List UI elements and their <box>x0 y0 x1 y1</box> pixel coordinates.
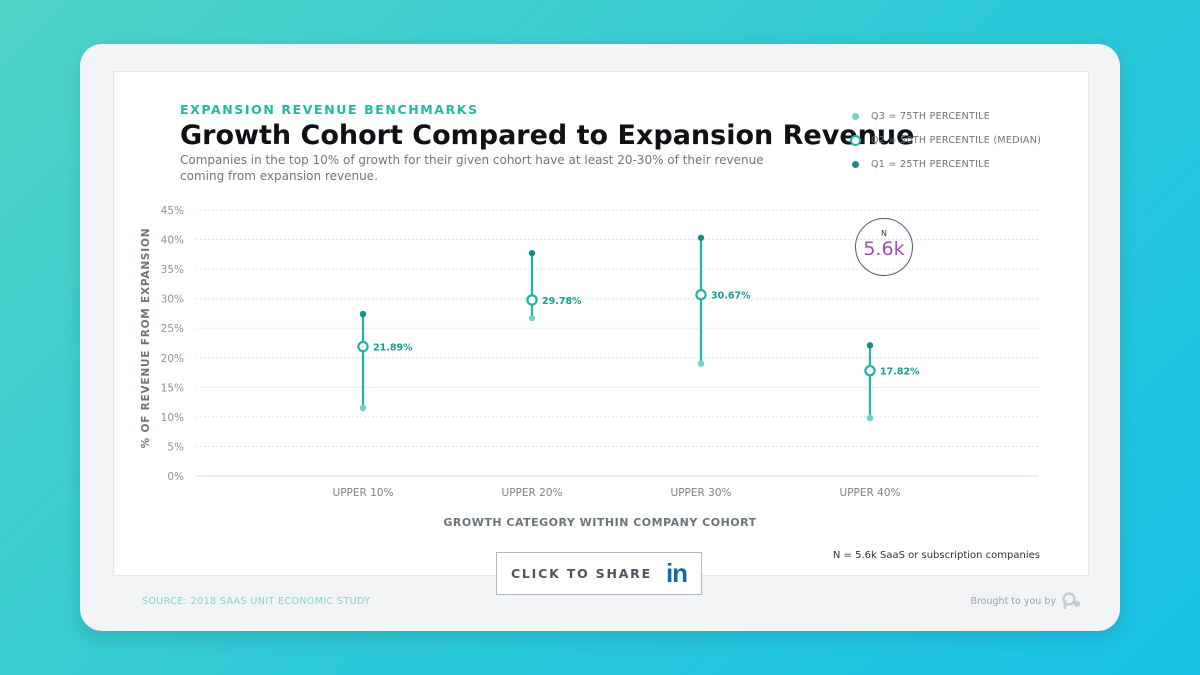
y-tick-label: 10% <box>161 412 184 424</box>
chart-subtitle: Companies in the top 10% of growth for t… <box>180 153 764 183</box>
x-tick-label: UPPER 40% <box>840 487 901 499</box>
legend-item-q3: Q3 = 75TH PERCENTILE <box>850 104 1041 128</box>
legend-label-q2: Q2 = 50TH PERCENTILE (MEDIAN) <box>871 134 1042 146</box>
median-data-label: 30.67% <box>711 291 751 302</box>
linkedin-icon: in <box>665 558 688 588</box>
x-tick-label: UPPER 20% <box>502 487 563 499</box>
range-chart: 0% 5% 10% 15% 20% 25% 30% 35% 40% 45% UPPER 10% UPP… <box>140 205 1039 529</box>
legend-item-q1: Q1 = 25TH PERCENTILE <box>850 152 1041 176</box>
q3-point <box>528 314 536 322</box>
q3-point <box>697 360 705 367</box>
legend-label-q3: Q3 = 75TH PERCENTILE <box>871 110 991 122</box>
x-tick-label: UPPER 30% <box>671 487 732 499</box>
card: EXPANSION REVENUE BENCHMARKS Growth Coho… <box>80 44 1120 631</box>
y-tick-label: 45% <box>161 205 184 217</box>
y-tick-label: 5% <box>167 441 184 453</box>
sample-size-value: 5.6k <box>863 238 905 260</box>
y-tick-label: 35% <box>161 264 184 276</box>
share-button-label: CLICK TO SHARE <box>510 566 652 581</box>
y-tick-label: 15% <box>161 382 184 394</box>
footnote: N = 5.6k SaaS or subscription companies <box>832 550 1040 561</box>
q1-point <box>528 249 536 257</box>
chart-kicker: EXPANSION REVENUE BENCHMARKS <box>180 102 479 117</box>
q3-point <box>866 414 874 422</box>
q2-ring-icon <box>850 134 861 146</box>
median-data-label: 17.82% <box>880 367 920 378</box>
x-tick-label: UPPER 10% <box>333 487 394 499</box>
q1-point <box>359 310 367 318</box>
q1-point <box>697 234 705 241</box>
legend-item-q2: Q2 = 50TH PERCENTILE (MEDIAN) <box>850 128 1041 152</box>
y-tick-label: 0% <box>167 471 184 483</box>
q3-point <box>359 404 367 412</box>
y-tick-label: 20% <box>161 353 184 365</box>
brought-to-you-by: Brought to you by <box>970 592 1082 610</box>
y-tick-label: 30% <box>161 294 184 306</box>
y-tick-label: 25% <box>161 323 184 335</box>
chart-title: Growth Cohort Compared to Expansion Reve… <box>180 120 915 151</box>
legend-label-q1: Q1 = 25TH PERCENTILE <box>871 158 991 170</box>
x-axis-label: GROWTH CATEGORY WITHIN COMPANY COHORT <box>443 516 756 529</box>
brand-logo-icon <box>1062 592 1080 609</box>
q3-dot-icon <box>852 112 859 120</box>
median-point <box>526 294 538 306</box>
median-point <box>357 340 369 353</box>
y-axis-label: % OF REVENUE FROM EXPANSION <box>140 228 152 449</box>
brought-by-label: Brought to you by <box>970 595 1056 607</box>
q1-point <box>866 342 874 349</box>
median-point <box>695 289 707 301</box>
sample-size-badge: N 5.6k <box>855 218 913 276</box>
median-data-label: 29.78% <box>542 296 582 307</box>
sample-size-label: N <box>881 229 887 238</box>
chart-legend: Q3 = 75TH PERCENTILE Q2 = 50TH PERCENTIL… <box>850 104 1041 176</box>
source-note: SOURCE: 2018 SAAS UNIT ECONOMIC STUDY <box>142 596 371 607</box>
share-on-linkedin-button[interactable]: CLICK TO SHARE in <box>496 552 702 595</box>
median-data-label: 21.89% <box>373 343 413 354</box>
y-tick-label: 40% <box>161 235 184 247</box>
q1-dot-icon <box>852 160 859 168</box>
median-point <box>864 364 876 377</box>
chart-panel: EXPANSION REVENUE BENCHMARKS Growth Coho… <box>113 71 1089 576</box>
